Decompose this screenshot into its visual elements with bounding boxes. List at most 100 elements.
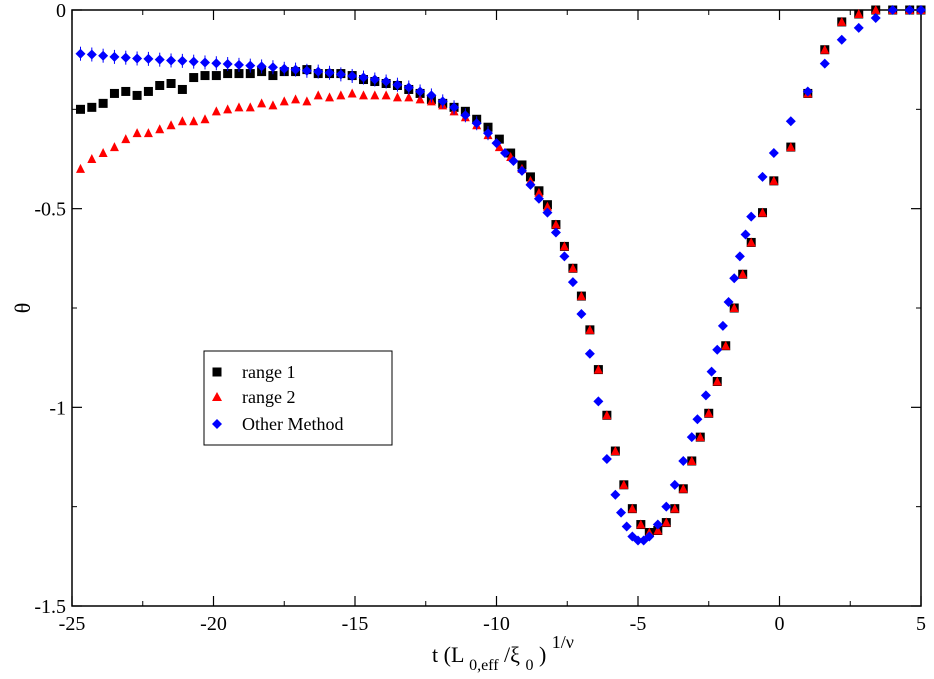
data-point-range-1 (177, 84, 187, 94)
data-point-other-method (525, 179, 536, 190)
data-point-other-method (633, 535, 643, 546)
data-point-range-2 (313, 90, 323, 100)
data-point-other-method (347, 70, 358, 81)
data-point-other-method (669, 479, 680, 490)
data-point-range-2 (336, 90, 346, 100)
x-axis-title: t (L 0,eff /ξ 0 ) 1/ν (432, 632, 574, 675)
data-point-range-1 (143, 86, 153, 96)
data-point-range-2 (143, 128, 153, 138)
data-point-other-method (567, 277, 578, 288)
data-point-range-2 (593, 364, 603, 374)
data-point-other-method (712, 344, 723, 355)
data-point-range-1 (87, 102, 97, 112)
data-point-other-method (86, 49, 97, 60)
x-tick-label: -5 (630, 613, 647, 635)
data-point-range-2 (738, 269, 748, 279)
legend-label-range-2: range 2 (242, 387, 295, 407)
x-axis-title-slash: /ξ (504, 642, 520, 667)
data-point-other-method (267, 62, 278, 73)
data-point-other-method (369, 74, 380, 85)
data-point-other-method (98, 50, 109, 61)
x-axis-title-main: t (L (432, 642, 464, 667)
legend: range 1 range 2 Other Method (203, 350, 393, 446)
data-point-range-2 (704, 408, 714, 418)
data-point-other-method (177, 55, 188, 66)
data-point-range-2 (551, 219, 561, 229)
data-point-range-1 (155, 80, 165, 90)
data-point-other-method (757, 171, 768, 182)
data-point-range-2 (769, 175, 779, 185)
x-axis-title-sub2: 0 (525, 657, 533, 674)
data-point-range-2 (670, 503, 680, 513)
data-point-other-method (819, 58, 830, 69)
data-point-other-method (335, 69, 346, 80)
x-tick-label: -25 (59, 613, 86, 635)
data-point-other-method (437, 96, 448, 107)
data-point-range-2 (636, 519, 646, 529)
data-point-other-method (621, 521, 632, 532)
data-point-range-2 (871, 5, 881, 14)
data-point-range-2 (279, 96, 289, 106)
data-point-other-method (491, 138, 502, 149)
data-point-range-2 (223, 104, 233, 114)
data-point-other-method (686, 432, 697, 443)
x-tick-label: -15 (342, 613, 369, 635)
data-point-range-2 (370, 90, 380, 100)
series-range-1 (75, 5, 926, 537)
data-point-other-method (785, 116, 796, 127)
legend-marker-other-method (212, 419, 222, 429)
data-point-other-method (415, 86, 426, 97)
data-point-other-method (916, 5, 926, 15)
x-tick-label: 0 (775, 613, 785, 635)
data-point-other-method (584, 348, 595, 359)
data-point-range-2 (576, 291, 586, 301)
data-series (75, 5, 926, 546)
data-point-range-2 (854, 8, 864, 18)
data-point-range-2 (534, 187, 544, 197)
data-point-other-method (593, 396, 604, 407)
data-point-range-2 (820, 44, 830, 54)
legend-marker-range-2 (212, 392, 222, 401)
data-point-range-2 (559, 241, 569, 251)
data-point-other-method (661, 501, 672, 512)
y-tick-label: -1 (49, 397, 66, 419)
data-point-other-method (870, 12, 881, 23)
data-point-range-1 (223, 69, 233, 79)
data-point-range-2 (494, 142, 504, 152)
data-point-other-method (154, 54, 165, 65)
data-point-other-method (904, 5, 915, 15)
legend-marker-range-1 (212, 367, 222, 377)
data-point-other-method (358, 72, 369, 83)
data-point-other-method (678, 455, 689, 466)
data-point-range-1 (109, 88, 119, 98)
data-point-other-method (706, 366, 717, 377)
data-point-other-method (746, 211, 757, 222)
data-point-range-2 (721, 340, 731, 350)
data-point-other-method (279, 63, 290, 74)
data-point-range-2 (325, 92, 335, 102)
data-point-range-1 (211, 71, 221, 81)
data-point-other-method (516, 165, 527, 176)
data-point-range-2 (381, 90, 391, 100)
data-point-range-2 (619, 479, 629, 489)
data-point-range-2 (415, 94, 425, 104)
series-other-method (75, 5, 926, 546)
x-tick-label: 5 (916, 613, 926, 635)
x-axis-title-close: ) (539, 642, 546, 667)
data-point-range-2 (166, 120, 176, 130)
x-axis-title-sub1: 0,eff (469, 657, 499, 674)
data-point-range-2 (712, 376, 722, 386)
data-point-range-2 (653, 525, 663, 535)
data-point-other-method (652, 519, 663, 530)
x-axis-title-sup: 1/ν (552, 632, 574, 652)
data-point-other-method (403, 82, 414, 93)
data-point-other-method (290, 64, 301, 75)
data-point-other-method (802, 86, 813, 97)
data-point-other-method (392, 79, 403, 90)
data-point-other-method (734, 251, 745, 262)
data-point-other-method (550, 227, 561, 238)
data-point-other-method (301, 65, 312, 76)
data-point-range-1 (121, 86, 131, 96)
data-point-other-method (449, 102, 460, 113)
data-point-range-1 (268, 71, 278, 81)
